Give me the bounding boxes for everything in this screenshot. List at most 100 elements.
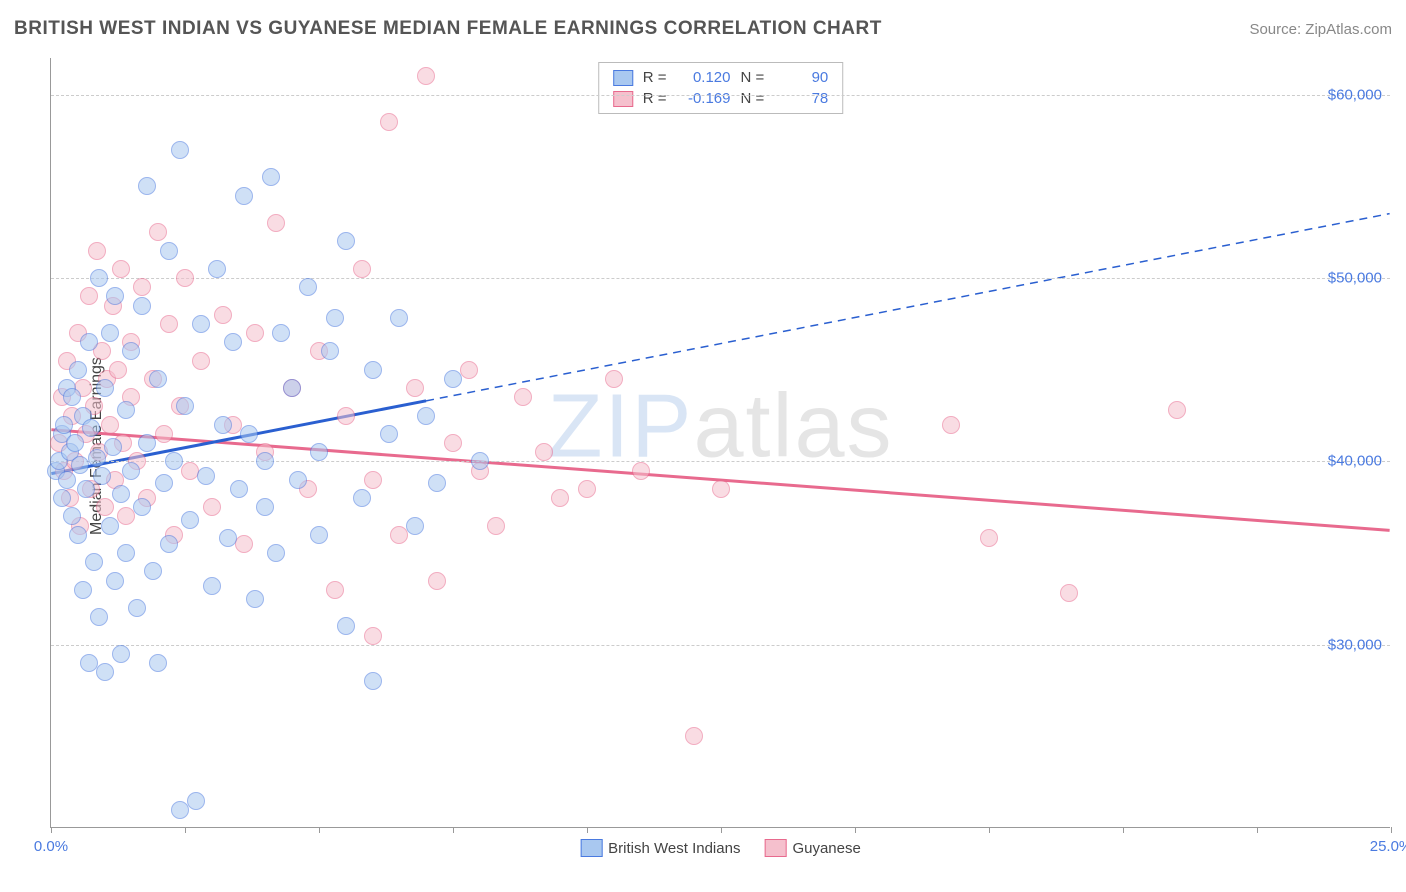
scatter-point-guy [605, 370, 623, 388]
scatter-point-bwi [122, 462, 140, 480]
scatter-point-guy [88, 242, 106, 260]
scatter-point-bwi [69, 526, 87, 544]
scatter-point-guy [390, 526, 408, 544]
r-value-bwi: 0.120 [677, 69, 731, 86]
scatter-point-guy [337, 407, 355, 425]
scatter-point-bwi [58, 471, 76, 489]
scatter-point-guy [685, 727, 703, 745]
scatter-point-guy [380, 113, 398, 131]
scatter-point-bwi [106, 572, 124, 590]
scatter-point-bwi [181, 511, 199, 529]
scatter-point-bwi [74, 581, 92, 599]
scatter-point-bwi [155, 474, 173, 492]
scatter-point-guy [444, 434, 462, 452]
scatter-point-guy [712, 480, 730, 498]
scatter-point-bwi [117, 544, 135, 562]
swatch-bwi [580, 839, 602, 857]
scatter-point-guy [192, 352, 210, 370]
scatter-point-guy [214, 306, 232, 324]
scatter-point-bwi [112, 645, 130, 663]
scatter-point-guy [112, 260, 130, 278]
scatter-point-bwi [112, 485, 130, 503]
grid-line [51, 461, 1390, 462]
xtick [1257, 827, 1258, 833]
scatter-point-bwi [144, 562, 162, 580]
series-label-guy: Guyanese [792, 840, 860, 857]
scatter-point-bwi [203, 577, 221, 595]
scatter-point-bwi [96, 663, 114, 681]
source-label: Source: ZipAtlas.com [1249, 21, 1392, 38]
scatter-point-bwi [337, 617, 355, 635]
swatch-guy [764, 839, 786, 857]
scatter-point-bwi [138, 177, 156, 195]
xtick [319, 827, 320, 833]
grid-line [51, 278, 1390, 279]
legend-row-guy: R = -0.169 N = 78 [613, 88, 829, 109]
scatter-point-bwi [122, 342, 140, 360]
xtick [855, 827, 856, 833]
scatter-point-guy [117, 507, 135, 525]
scatter-point-guy [1168, 401, 1186, 419]
n-label: N = [741, 90, 765, 107]
xtick [1391, 827, 1392, 833]
scatter-point-guy [632, 462, 650, 480]
scatter-point-guy [1060, 584, 1078, 602]
r-label: R = [643, 90, 667, 107]
scatter-point-bwi [471, 452, 489, 470]
xtick [51, 827, 52, 833]
scatter-point-bwi [82, 419, 100, 437]
scatter-point-guy [80, 287, 98, 305]
scatter-point-bwi [171, 141, 189, 159]
scatter-point-guy [109, 361, 127, 379]
grid-line [51, 645, 1390, 646]
scatter-point-guy [551, 489, 569, 507]
scatter-point-bwi [171, 801, 189, 819]
scatter-point-bwi [428, 474, 446, 492]
trend-line [51, 401, 426, 474]
xtick [185, 827, 186, 833]
ytick-label: $40,000 [1328, 453, 1382, 470]
scatter-point-bwi [310, 526, 328, 544]
scatter-point-guy [326, 581, 344, 599]
scatter-point-guy [364, 627, 382, 645]
r-value-guy: -0.169 [677, 90, 731, 107]
xtick [721, 827, 722, 833]
scatter-point-bwi [101, 517, 119, 535]
scatter-point-bwi [55, 416, 73, 434]
scatter-point-bwi [390, 309, 408, 327]
scatter-point-bwi [93, 467, 111, 485]
legend-correlation: R = 0.120 N = 90 R = -0.169 N = 78 [598, 62, 844, 114]
trend-lines-svg [51, 58, 1390, 827]
scatter-point-guy [267, 214, 285, 232]
scatter-point-bwi [262, 168, 280, 186]
scatter-point-bwi [63, 388, 81, 406]
scatter-point-guy [460, 361, 478, 379]
scatter-point-bwi [444, 370, 462, 388]
scatter-point-bwi [208, 260, 226, 278]
scatter-point-guy [417, 67, 435, 85]
scatter-point-guy [133, 278, 151, 296]
scatter-point-guy [406, 379, 424, 397]
scatter-point-bwi [337, 232, 355, 250]
scatter-point-bwi [187, 792, 205, 810]
scatter-point-bwi [77, 480, 95, 498]
scatter-point-bwi [117, 401, 135, 419]
scatter-point-bwi [326, 309, 344, 327]
scatter-point-bwi [353, 489, 371, 507]
scatter-point-bwi [256, 452, 274, 470]
scatter-point-guy [246, 324, 264, 342]
xtick [453, 827, 454, 833]
scatter-point-guy [487, 517, 505, 535]
scatter-point-bwi [310, 443, 328, 461]
scatter-point-bwi [364, 361, 382, 379]
scatter-point-bwi [133, 498, 151, 516]
scatter-point-bwi [138, 434, 156, 452]
scatter-point-bwi [88, 449, 106, 467]
n-value-bwi: 90 [774, 69, 828, 86]
scatter-point-bwi [149, 370, 167, 388]
scatter-point-bwi [106, 287, 124, 305]
scatter-point-guy [235, 535, 253, 553]
scatter-point-bwi [230, 480, 248, 498]
scatter-point-bwi [267, 544, 285, 562]
xtick-label: 0.0% [34, 838, 68, 855]
